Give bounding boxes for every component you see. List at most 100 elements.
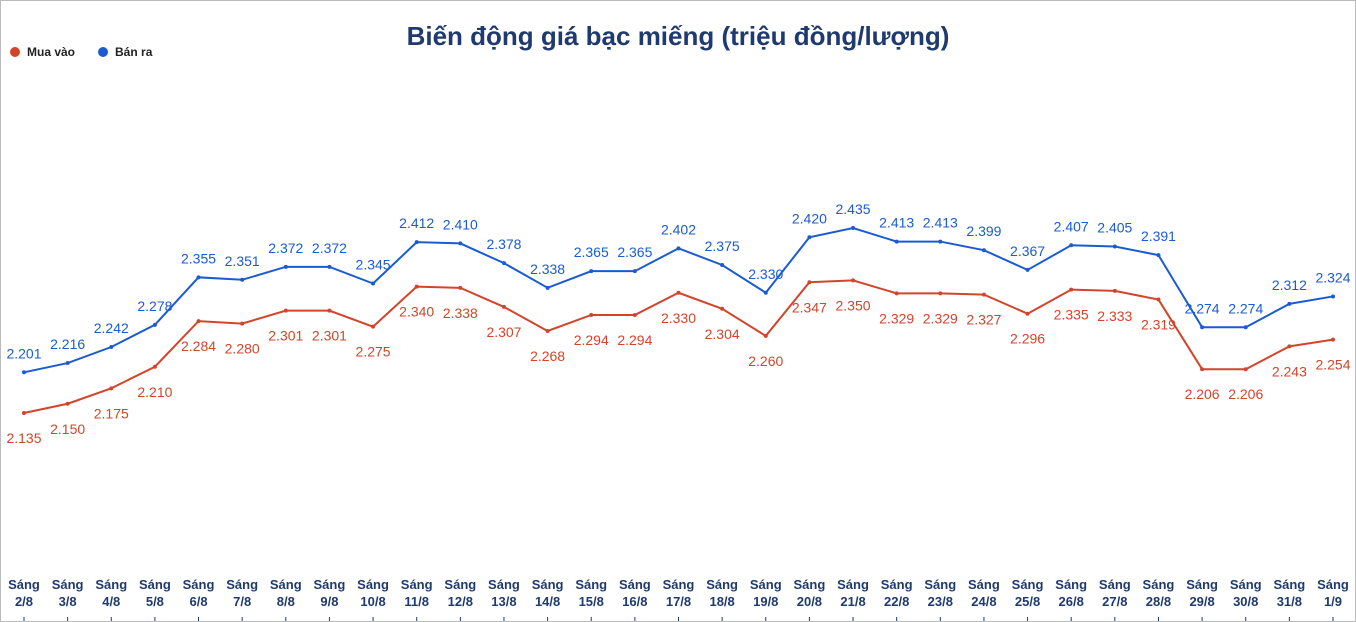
data-point	[1069, 287, 1074, 292]
legend-label: Bán ra	[115, 45, 153, 59]
data-point	[1112, 288, 1117, 293]
data-point	[327, 264, 332, 269]
data-point	[22, 370, 26, 375]
data-point	[1025, 311, 1030, 316]
x-tick-label: Sáng 31/8	[1273, 577, 1306, 609]
data-label: 2.327	[966, 312, 1001, 328]
data-label: 2.294	[574, 332, 609, 348]
data-point	[1156, 253, 1161, 258]
data-label: 2.355	[181, 250, 216, 266]
data-point	[240, 277, 245, 282]
data-point	[676, 290, 681, 295]
data-point	[981, 292, 986, 297]
x-tick-label: Sáng 19/8	[749, 577, 782, 609]
data-label: 2.301	[312, 328, 347, 344]
x-tick-label: Sáng 11/8	[400, 577, 433, 609]
data-label: 2.274	[1185, 300, 1220, 316]
data-point	[763, 290, 768, 295]
data-label: 2.420	[792, 210, 827, 226]
data-point	[371, 324, 376, 329]
data-label: 2.296	[1010, 331, 1045, 347]
data-label: 2.338	[443, 305, 478, 321]
data-point	[676, 246, 681, 251]
data-label: 2.206	[1185, 386, 1220, 402]
data-label: 2.329	[923, 310, 958, 326]
data-label: 2.435	[836, 201, 871, 217]
data-label: 2.135	[6, 430, 41, 446]
data-label: 2.367	[1010, 243, 1045, 259]
data-label: 2.280	[225, 341, 260, 357]
data-label: 2.216	[50, 336, 85, 352]
data-point	[1331, 337, 1335, 342]
data-label: 2.365	[617, 244, 652, 260]
x-tick-label: Sáng 27/8	[1098, 577, 1131, 609]
data-point	[632, 269, 637, 274]
data-point	[1069, 243, 1074, 248]
data-label: 2.319	[1141, 317, 1176, 333]
data-point	[545, 328, 550, 333]
data-label: 2.268	[530, 348, 565, 364]
data-point	[589, 269, 594, 274]
data-point	[1200, 325, 1205, 330]
data-point	[807, 280, 812, 285]
x-tick-label: Sáng 23/8	[924, 577, 957, 609]
data-point	[938, 291, 943, 296]
data-label: 2.410	[443, 216, 478, 232]
data-point	[501, 261, 506, 266]
x-tick-label: Sáng 26/8	[1055, 577, 1088, 609]
data-label: 2.351	[225, 253, 260, 269]
data-label: 2.242	[94, 320, 129, 336]
x-tick-label: Sáng 12/8	[444, 577, 477, 609]
data-label: 2.275	[356, 344, 391, 360]
data-point	[22, 411, 26, 415]
data-label: 2.243	[1272, 363, 1307, 379]
data-label: 2.350	[836, 297, 871, 313]
data-point	[894, 291, 899, 296]
legend-marker	[98, 47, 109, 57]
data-label: 2.324	[1315, 269, 1350, 285]
x-tick-label: Sáng 2/8	[8, 577, 40, 609]
data-label: 2.391	[1141, 228, 1176, 244]
x-tick-label: Sáng 6/8	[182, 577, 215, 609]
data-label: 2.274	[1228, 300, 1263, 316]
data-point	[283, 264, 288, 269]
x-tick-label: Sáng 15/8	[575, 577, 608, 609]
x-tick-label: Sáng 29/8	[1186, 577, 1218, 609]
data-point	[720, 263, 725, 267]
data-label: 2.378	[486, 236, 521, 252]
data-label: 2.372	[268, 240, 303, 256]
data-point	[371, 281, 376, 286]
x-tick-label: Sáng 9/8	[313, 577, 346, 609]
data-point	[894, 239, 899, 244]
data-label: 2.150	[50, 421, 85, 437]
data-label: 2.335	[1054, 307, 1089, 323]
x-tick-label: Sáng 25/8	[1011, 577, 1044, 609]
data-label: 2.407	[1054, 218, 1089, 234]
series-line	[23, 279, 1334, 414]
data-point	[65, 401, 70, 406]
x-tick-label: Sáng 10/8	[357, 577, 389, 609]
x-tick-label: Sáng 5/8	[138, 577, 171, 609]
data-point	[1200, 367, 1205, 372]
data-point	[109, 345, 114, 350]
x-tick-label: Sáng 8/8	[269, 577, 302, 609]
data-label: 2.304	[705, 326, 740, 342]
data-point	[720, 306, 725, 311]
data-label: 2.329	[879, 310, 914, 326]
data-point	[414, 240, 419, 245]
data-label: 2.284	[181, 338, 216, 354]
data-label: 2.372	[312, 240, 347, 256]
data-point	[501, 304, 506, 309]
data-label: 2.254	[1315, 357, 1350, 373]
chart-title: Biến động giá bạc miếng (triệu đồng/lượn…	[407, 21, 950, 51]
data-label: 2.338	[530, 261, 565, 277]
data-point	[414, 284, 419, 289]
data-point	[1025, 267, 1030, 272]
data-label: 2.206	[1228, 386, 1263, 402]
data-label: 2.330	[748, 266, 783, 282]
x-tick-label: Sáng 1/9	[1317, 577, 1349, 609]
data-point	[1243, 325, 1248, 330]
data-label: 2.402	[661, 221, 696, 237]
